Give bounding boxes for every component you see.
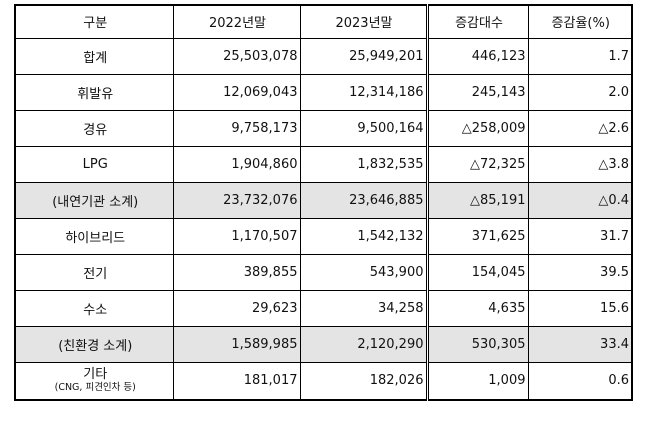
cell-2023: 543,900 (299, 253, 428, 291)
cell-change-count: 446,123 (425, 37, 529, 75)
cell-2022: 181,017 (172, 361, 301, 401)
cell-2023: 12,314,186 (299, 73, 428, 111)
cell-change-count: 245,143 (425, 73, 529, 111)
header-change-rate: 증감율(%) (527, 4, 633, 39)
row-label: 수소 (14, 289, 174, 327)
cell-change-rate: 0.6 (527, 361, 633, 401)
row-label: 기타 (83, 367, 108, 383)
table-row: LPG 1,904,860 1,832,535 △72,325 △3.8 (14, 145, 633, 183)
row-label: (친환경 소계) (14, 325, 174, 363)
row-label: 휘발유 (14, 73, 174, 111)
cell-change-count: 154,045 (425, 253, 529, 291)
cell-2022: 12,069,043 (172, 73, 301, 111)
cell-change-rate: 15.6 (527, 289, 633, 327)
cell-2023: 9,500,164 (299, 109, 428, 147)
table-row: 수소 29,623 34,258 4,635 15.6 (14, 289, 633, 327)
cell-change-rate: △0.4 (527, 181, 633, 219)
cell-change-count: △85,191 (425, 181, 529, 219)
cell-2022: 1,589,985 (172, 325, 301, 363)
header-category: 구분 (14, 4, 174, 39)
row-label: LPG (14, 145, 174, 183)
table-header-row: 구분 2022년말 2023년말 증감대수 증감율(%) (14, 4, 633, 39)
cell-2023: 1,542,132 (299, 217, 428, 255)
cell-2022: 1,170,507 (172, 217, 301, 255)
cell-change-count: 371,625 (425, 217, 529, 255)
cell-change-count: △258,009 (425, 109, 529, 147)
table-row: 전기 389,855 543,900 154,045 39.5 (14, 253, 633, 291)
header-change-count: 증감대수 (425, 4, 529, 39)
table-row: 하이브리드 1,170,507 1,542,132 371,625 31.7 (14, 217, 633, 255)
table-row: 휘발유 12,069,043 12,314,186 245,143 2.0 (14, 73, 633, 111)
cell-change-rate: △3.8 (527, 145, 633, 183)
vehicle-registration-table: 구분 2022년말 2023년말 증감대수 증감율(%) 합계 25,503,0… (14, 4, 633, 401)
cell-change-rate: 1.7 (527, 37, 633, 75)
cell-2023: 2,120,290 (299, 325, 428, 363)
cell-2022: 1,904,860 (172, 145, 301, 183)
subtotal-row: (친환경 소계) 1,589,985 2,120,290 530,305 33.… (14, 325, 633, 363)
cell-change-rate: 33.4 (527, 325, 633, 363)
header-2023: 2023년말 (299, 4, 428, 39)
table-row: 기타 (CNG, 피견인차 등) 181,017 182,026 1,009 0… (14, 361, 633, 401)
table-row: 경유 9,758,173 9,500,164 △258,009 △2.6 (14, 109, 633, 147)
cell-2023: 23,646,885 (299, 181, 428, 219)
cell-2022: 9,758,173 (172, 109, 301, 147)
cell-change-count: 4,635 (425, 289, 529, 327)
cell-2023: 25,949,201 (299, 37, 428, 75)
table-row: 합계 25,503,078 25,949,201 446,123 1.7 (14, 37, 633, 75)
row-label-cell: 기타 (CNG, 피견인차 등) (14, 361, 174, 401)
cell-change-count: △72,325 (425, 145, 529, 183)
row-label: (내연기관 소계) (14, 181, 174, 219)
cell-change-rate: 39.5 (527, 253, 633, 291)
cell-2023: 34,258 (299, 289, 428, 327)
header-2022: 2022년말 (172, 4, 301, 39)
cell-change-count: 530,305 (425, 325, 529, 363)
cell-change-rate: △2.6 (527, 109, 633, 147)
cell-2022: 25,503,078 (172, 37, 301, 75)
subtotal-row: (내연기관 소계) 23,732,076 23,646,885 △85,191 … (14, 181, 633, 219)
cell-2022: 29,623 (172, 289, 301, 327)
row-label: 하이브리드 (14, 217, 174, 255)
cell-change-count: 1,009 (425, 361, 529, 401)
row-label: 합계 (14, 37, 174, 75)
row-label: 경유 (14, 109, 174, 147)
row-label-note: (CNG, 피견인차 등) (54, 382, 136, 394)
cell-change-rate: 31.7 (527, 217, 633, 255)
row-label: 전기 (14, 253, 174, 291)
cell-2023: 182,026 (299, 361, 428, 401)
cell-2023: 1,832,535 (299, 145, 428, 183)
cell-2022: 23,732,076 (172, 181, 301, 219)
cell-change-rate: 2.0 (527, 73, 633, 111)
cell-2022: 389,855 (172, 253, 301, 291)
